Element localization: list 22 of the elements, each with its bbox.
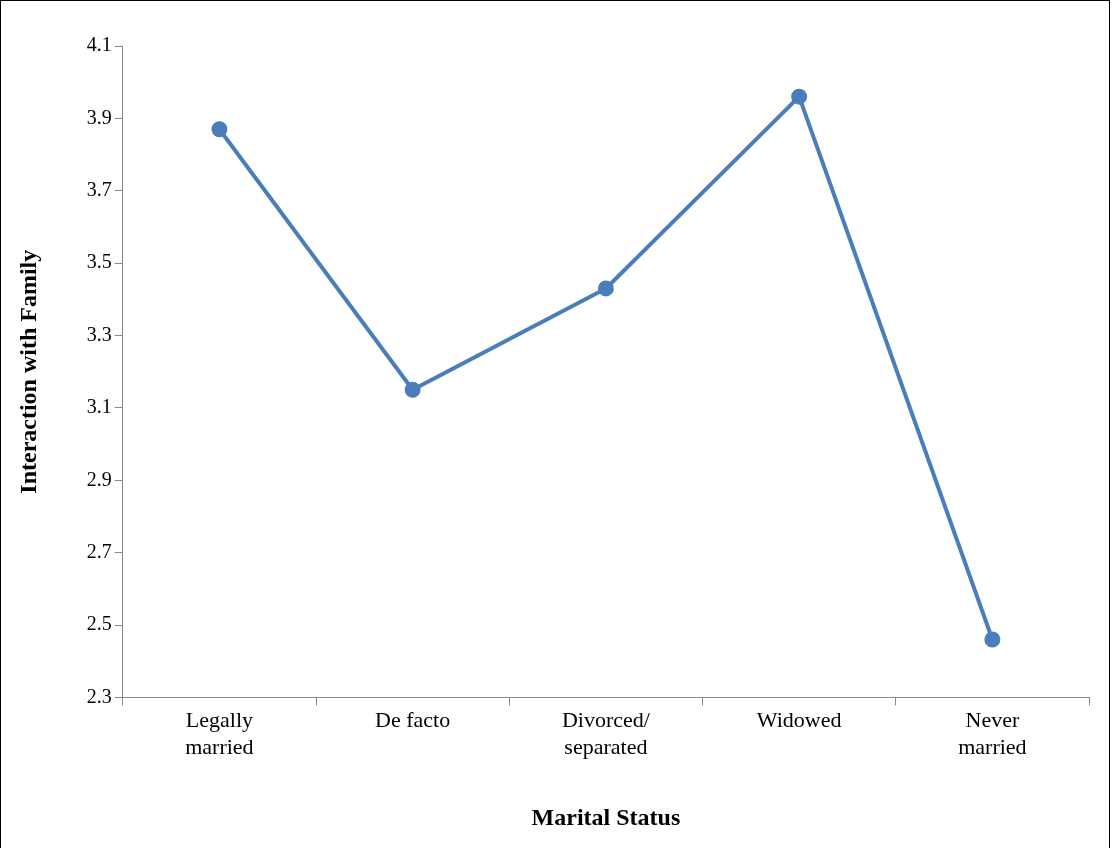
y-tick-label: 2.9 bbox=[86, 467, 112, 490]
point bbox=[791, 88, 808, 105]
y-tick-label: 2.5 bbox=[86, 612, 112, 635]
point bbox=[984, 631, 1001, 648]
point bbox=[404, 381, 421, 398]
y-tick-label: 3.5 bbox=[86, 250, 112, 273]
y-tick-label: 2.7 bbox=[86, 539, 112, 562]
y-tick-label: 4.1 bbox=[86, 33, 112, 56]
x-axis-title: Marital Status bbox=[531, 803, 681, 830]
y-tick-label: 3.3 bbox=[86, 322, 112, 345]
point bbox=[597, 280, 614, 297]
y-tick-label: 3.7 bbox=[86, 178, 112, 201]
y-tick-label: 3.9 bbox=[86, 105, 112, 128]
x-tick-label: Never married bbox=[958, 707, 1027, 759]
y-axis-title: Interaction with Family bbox=[14, 249, 41, 494]
y-tick-label: 2.3 bbox=[86, 684, 112, 707]
x-tick-label: Widowed bbox=[756, 707, 842, 733]
point bbox=[211, 121, 228, 138]
x-tick-label: De facto bbox=[375, 707, 451, 733]
x-tick-label: Legally married bbox=[185, 707, 254, 759]
x-tick-label: Divorced/ separated bbox=[561, 707, 651, 759]
y-tick-label: 3.1 bbox=[86, 395, 112, 418]
